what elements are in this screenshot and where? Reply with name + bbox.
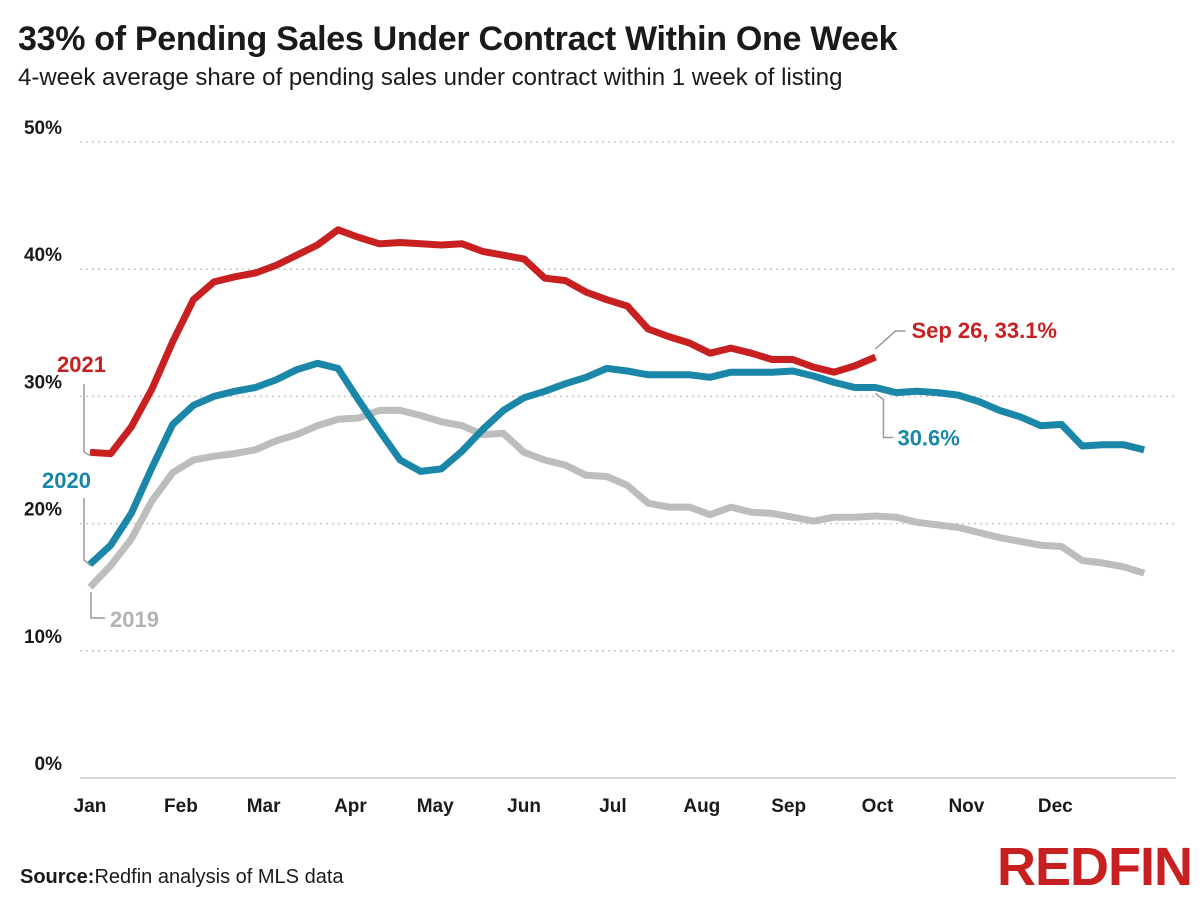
x-tick-label-may: May [417, 796, 454, 817]
source-text: Redfin analysis of MLS data [94, 866, 344, 888]
series-line-2019 [87, 406, 1146, 590]
x-tick-label-sep: Sep [771, 796, 806, 817]
annotation-2021-endpoint: Sep 26, 33.1% [911, 318, 1057, 343]
y-axis-ticks: 0% 10% 20% 30% 40% 50% [24, 118, 62, 775]
leader-2021 [83, 384, 92, 457]
chart-subtitle: 4-week average share of pending sales un… [18, 64, 843, 91]
series-labels: 2021 2020 2019 Sep 26, 33.1% 30.6% [42, 318, 1057, 632]
x-tick-label-nov: Nov [948, 796, 984, 817]
x-tick-label-jun: Jun [507, 796, 541, 817]
x-tick-label-mar: Mar [247, 796, 281, 817]
x-tick-label-apr: Apr [334, 796, 367, 817]
x-tick-label-oct: Oct [862, 796, 894, 817]
x-tick-label-feb: Feb [164, 796, 198, 817]
chart-title: 33% of Pending Sales Under Contract With… [18, 20, 898, 58]
series-line-2021 [89, 226, 877, 458]
series-label-2019: 2019 [110, 607, 159, 632]
x-tick-label-jan: Jan [74, 796, 107, 817]
y-tick-label-20: 20% [24, 500, 62, 521]
x-axis-ticks: Jan Feb Mar Apr May Jun Jul Aug Sep Oct Nov Dec [74, 796, 1074, 817]
y-tick-label-30: 30% [24, 372, 62, 393]
series-label-2020: 2020 [42, 468, 91, 493]
leader-2020 [83, 498, 92, 567]
leader-2019 [90, 592, 105, 619]
y-tick-label-10: 10% [24, 627, 62, 648]
y-tick-label-0: 0% [35, 754, 63, 775]
series-label-2021: 2021 [57, 352, 106, 377]
source-note: Source:Redfin analysis of MLS data [20, 866, 344, 889]
leader-annotation-2020 [875, 392, 894, 439]
y-tick-label-40: 40% [24, 245, 62, 266]
annotation-2020-value: 30.6% [897, 425, 959, 450]
series-lines [87, 226, 1146, 590]
leader-annotation-2021 [874, 330, 906, 350]
series-line-2020 [87, 359, 1146, 567]
grid-layer [80, 141, 1176, 779]
x-tick-label-jul: Jul [599, 796, 626, 817]
y-tick-label-50: 50% [24, 118, 62, 139]
redfin-logo: REDFIN [997, 837, 1193, 897]
source-label: Source: [20, 866, 95, 888]
x-tick-label-aug: Aug [683, 796, 720, 817]
x-tick-label-dec: Dec [1038, 796, 1073, 817]
